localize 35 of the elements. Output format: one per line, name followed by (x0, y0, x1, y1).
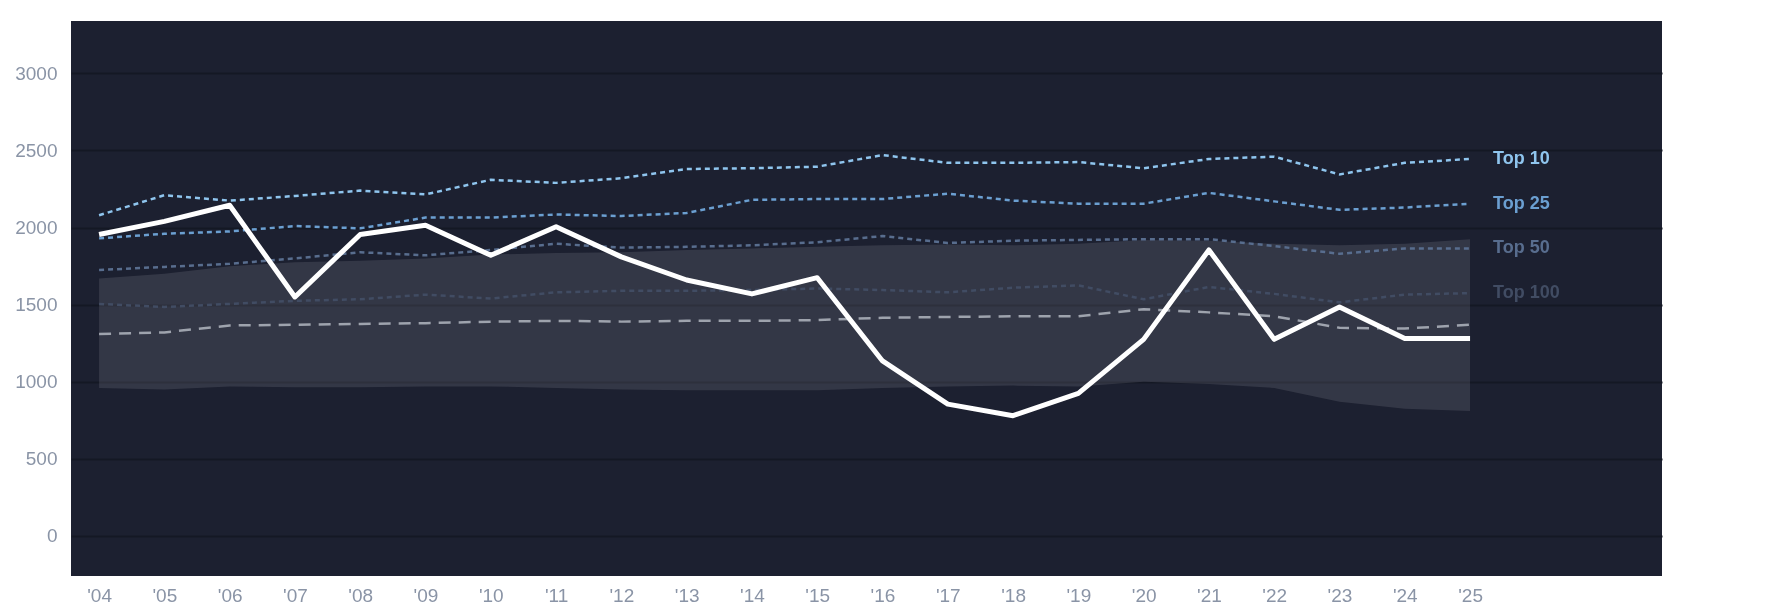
line-series (97, 308, 1472, 336)
x-tick-label: '12 (609, 584, 635, 606)
y-tick-label: 0 (46, 525, 58, 547)
x-tick-label: '19 (1066, 584, 1092, 606)
y-tick-label: 1000 (15, 371, 58, 393)
y-tick-label: 2000 (15, 217, 58, 239)
y-tick-label: 500 (25, 448, 58, 470)
series-label: Top 25 (1493, 192, 1550, 213)
y-tick-label: 3000 (15, 62, 58, 84)
x-tick-label: '09 (413, 584, 439, 606)
line-series (97, 234, 1472, 272)
x-tick-label: '14 (740, 584, 766, 606)
x-tick-label: '21 (1197, 584, 1222, 606)
x-tick-label: '15 (805, 584, 831, 606)
x-tick-label: '22 (1262, 584, 1288, 606)
x-tick-label: '16 (870, 584, 896, 606)
y-tick-label: 2500 (15, 140, 58, 161)
x-tick-label: '25 (1458, 584, 1483, 606)
x-tick-label: '04 (87, 584, 113, 606)
x-tick-label: '08 (348, 584, 374, 606)
line-series (97, 153, 1472, 217)
x-tick-label: '11 (544, 584, 569, 606)
x-tick-label: '06 (217, 584, 243, 606)
x-tick-label: '17 (935, 584, 961, 606)
series-label: Top 10 (1493, 147, 1550, 168)
x-tick-label: '07 (283, 584, 308, 606)
x-tick-label: '20 (1131, 584, 1157, 606)
x-tick-label: '18 (1001, 584, 1026, 606)
series-label: Top 50 (1493, 237, 1550, 258)
x-tick-label: '10 (478, 584, 504, 606)
x-tick-label: '23 (1327, 584, 1353, 606)
x-tick-label: '13 (674, 584, 700, 606)
y-tick-label: 1500 (15, 294, 58, 316)
x-tick-label: '05 (152, 584, 178, 606)
x-tick-label: '24 (1392, 584, 1419, 606)
